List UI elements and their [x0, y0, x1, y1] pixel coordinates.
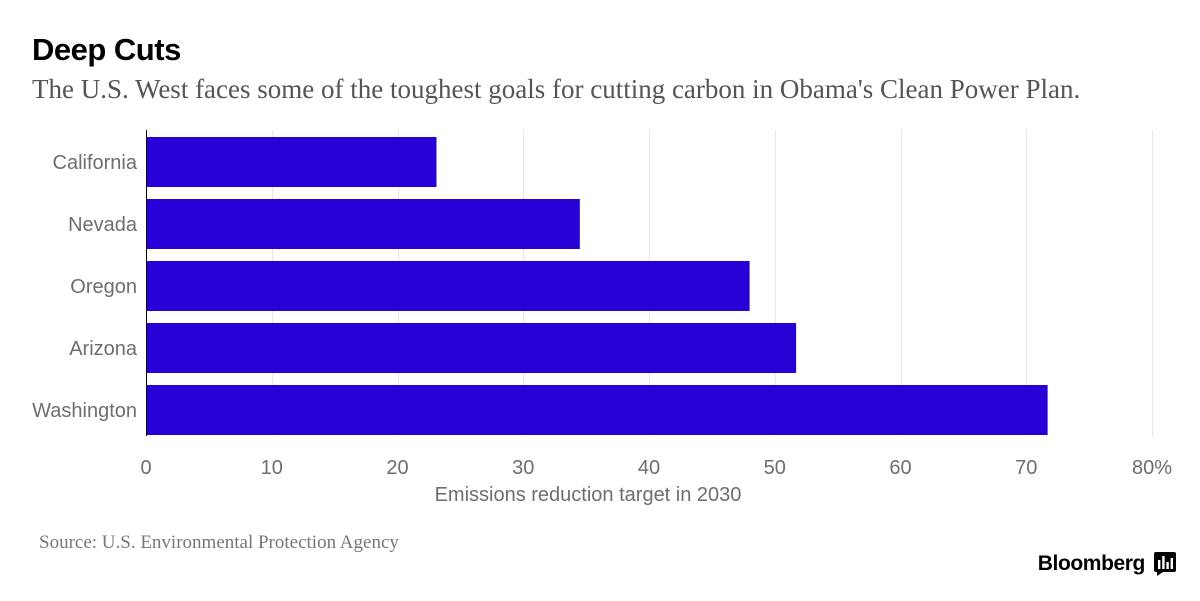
x-tick-label-70: 70 — [1015, 457, 1037, 479]
source-note: Source: U.S. Environmental Protection Ag… — [39, 532, 399, 553]
category-label-oregon: Oregon — [70, 276, 137, 298]
category-label-nevada: Nevada — [68, 214, 138, 236]
x-axis-label: Emissions reduction target in 2030 — [435, 484, 742, 506]
x-tick-label-80: 80% — [1132, 457, 1172, 479]
x-tick-label-20: 20 — [386, 457, 408, 479]
category-label-washington: Washington — [32, 400, 137, 422]
x-tick-label-40: 40 — [638, 457, 660, 479]
brand-name: Bloomberg — [1037, 552, 1146, 575]
x-tick-label-50: 50 — [764, 457, 786, 479]
bloomberg-terminal-icon — [1154, 552, 1176, 576]
bar-nevada — [146, 199, 580, 249]
brand-logo: Bloomberg — [1038, 549, 1176, 579]
x-tick-label-0: 0 — [140, 457, 151, 479]
bar-california — [146, 137, 437, 187]
bar-washington — [146, 385, 1048, 435]
x-tick-label-10: 10 — [261, 457, 283, 479]
chart-title: Deep Cuts — [32, 32, 181, 67]
chart-subtitle: The U.S. West faces some of the toughest… — [32, 74, 1081, 104]
bar-oregon — [146, 261, 750, 311]
x-tick-label-60: 60 — [889, 457, 911, 479]
bar-arizona — [146, 323, 797, 373]
x-tick-label-30: 30 — [512, 457, 534, 479]
category-label-arizona: Arizona — [69, 338, 138, 360]
category-label-california: California — [53, 152, 138, 174]
